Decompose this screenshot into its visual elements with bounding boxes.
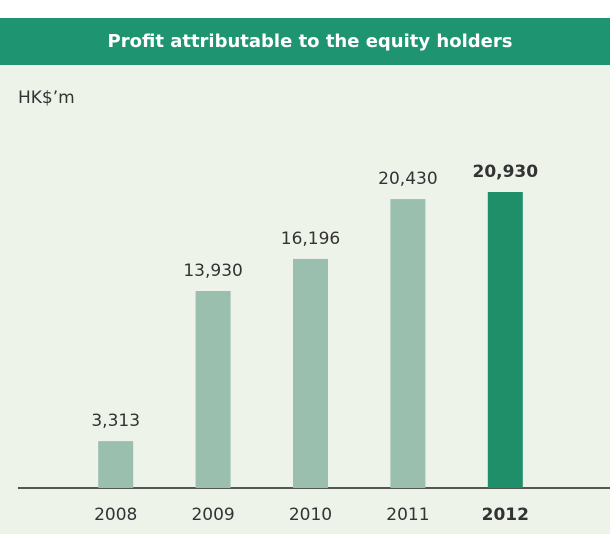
x-tick-label: 2008	[94, 505, 137, 525]
bar	[195, 290, 231, 488]
chart-title: Profit attributable to the equity holder…	[108, 31, 513, 52]
bar	[98, 441, 134, 488]
x-tick-label: 2012	[482, 505, 529, 525]
unit-label: HK$’m	[18, 88, 75, 108]
header-band	[0, 18, 610, 65]
value-label: 20,930	[472, 162, 538, 182]
bar	[487, 192, 523, 488]
x-tick-label: 2011	[386, 505, 429, 525]
x-tick-label: 2009	[191, 505, 234, 525]
x-tick-label: 2010	[289, 505, 332, 525]
bar	[390, 199, 426, 489]
value-label: 16,196	[281, 229, 340, 249]
value-label: 13,930	[183, 261, 242, 281]
bar	[293, 258, 328, 488]
value-label: 20,430	[378, 169, 437, 189]
value-label: 3,313	[91, 411, 140, 431]
